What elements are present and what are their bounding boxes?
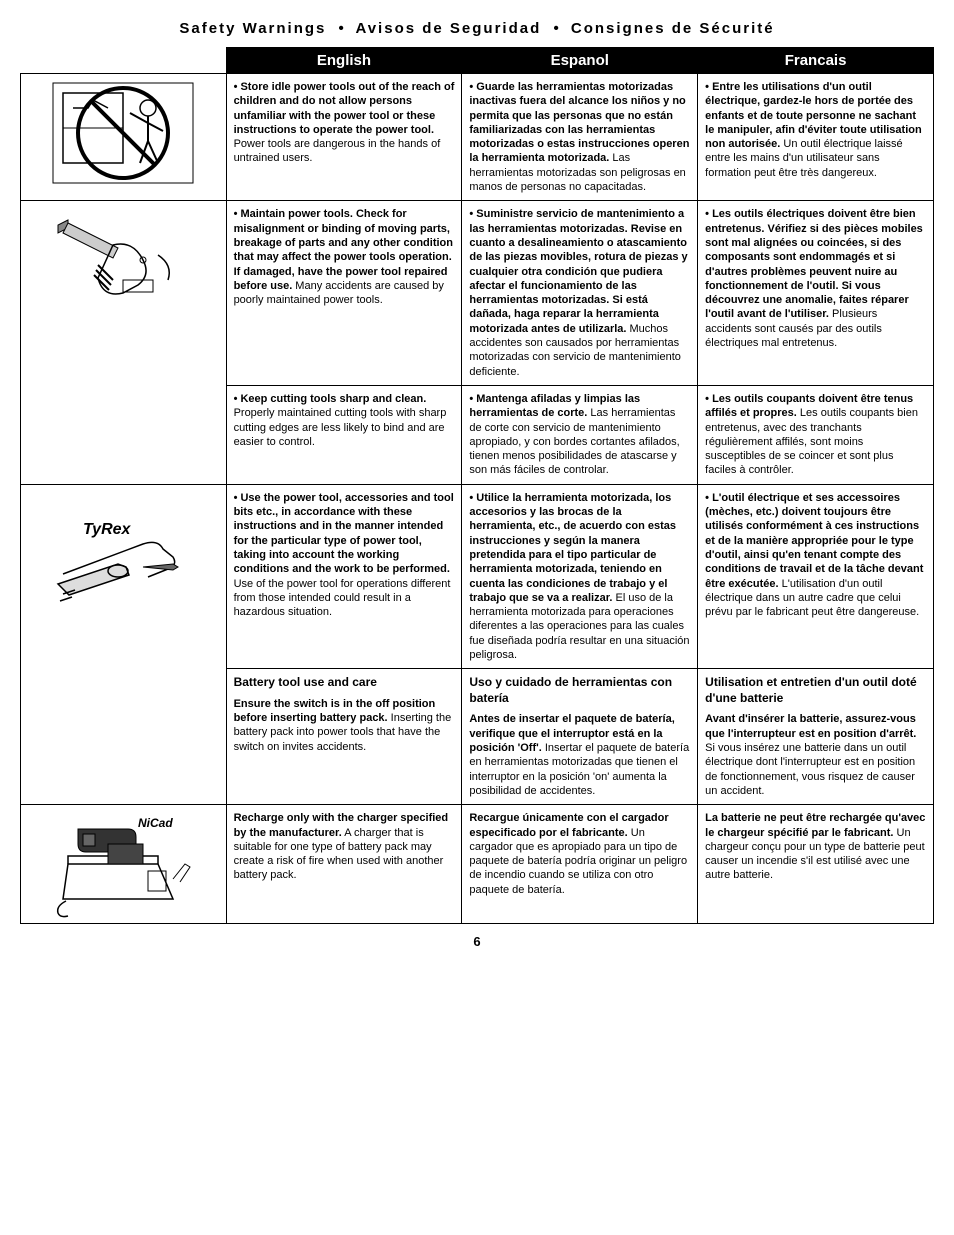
blank-header bbox=[21, 48, 227, 74]
cell-fr: La batterie ne peut être rechargée qu'av… bbox=[698, 805, 934, 924]
table-row: NiCad Recharge only with the charger spe… bbox=[21, 805, 934, 924]
cell-es: Recargue únicamente con el cargador espe… bbox=[462, 805, 698, 924]
title-es: Avisos de Seguridad bbox=[355, 20, 541, 37]
header-francais: Francais bbox=[698, 48, 934, 74]
page-number: 6 bbox=[20, 934, 934, 949]
section-heading-en: Battery tool use and care bbox=[234, 675, 455, 691]
table-row: TyRex • Use the power tool, accessories … bbox=[21, 484, 934, 669]
illustration-maintain-tool bbox=[21, 201, 227, 484]
header-espanol: Espanol bbox=[462, 48, 698, 74]
child-reach-prohibit-icon bbox=[48, 78, 198, 188]
nicad-label: NiCad bbox=[138, 816, 173, 830]
cell-es: • Mantenga afiladas y limpias las herram… bbox=[462, 385, 698, 484]
title-fr: Consignes de Sécurité bbox=[571, 20, 775, 37]
cell-es: • Suministre servicio de mantenimiento a… bbox=[462, 201, 698, 386]
illustration-child-reach bbox=[21, 74, 227, 201]
maintain-tool-icon bbox=[48, 205, 198, 315]
cell-fr: • Entre les utilisations d'un outil élec… bbox=[698, 74, 934, 201]
title-en: Safety Warnings bbox=[179, 20, 326, 37]
cell-en: • Use the power tool, accessories and to… bbox=[226, 484, 462, 669]
cell-en: • Store idle power tools out of the reac… bbox=[226, 74, 462, 201]
cell-fr: • Les outils coupants doivent être tenus… bbox=[698, 385, 934, 484]
cell-fr: • L'outil électrique et ses accessoires … bbox=[698, 484, 934, 669]
section-heading-es: Uso y cuidado de herramientas con baterí… bbox=[469, 675, 690, 706]
safety-table: English Espanol Francais • Store idle po bbox=[20, 47, 934, 924]
cell-en: • Maintain power tools. Check for misali… bbox=[226, 201, 462, 386]
illustration-nicad-charger: NiCad bbox=[21, 805, 227, 924]
page-title: Safety Warnings • Avisos de Seguridad • … bbox=[20, 20, 934, 37]
illustration-tyrex-tool: TyRex bbox=[21, 484, 227, 805]
cell-en: Recharge only with the charger specified… bbox=[226, 805, 462, 924]
cell-en: Battery tool use and care Ensure the swi… bbox=[226, 669, 462, 805]
header-english: English bbox=[226, 48, 462, 74]
cell-fr: Utilisation et entretien d'un outil doté… bbox=[698, 669, 934, 805]
cell-es: • Guarde las herramientas motorizadas in… bbox=[462, 74, 698, 201]
cell-en: • Keep cutting tools sharp and clean. Pr… bbox=[226, 385, 462, 484]
table-row: • Store idle power tools out of the reac… bbox=[21, 74, 934, 201]
table-row: • Maintain power tools. Check for misali… bbox=[21, 201, 934, 386]
cell-fr: • Les outils électriques doivent être bi… bbox=[698, 201, 934, 386]
section-heading-fr: Utilisation et entretien d'un outil doté… bbox=[705, 675, 926, 706]
tyrex-tool-icon: TyRex bbox=[48, 489, 198, 619]
cell-es: Uso y cuidado de herramientas con baterí… bbox=[462, 669, 698, 805]
nicad-charger-icon: NiCad bbox=[48, 809, 198, 919]
cell-es: • Utilice la herramienta motorizada, los… bbox=[462, 484, 698, 669]
tyrex-label: TyRex bbox=[83, 521, 132, 538]
